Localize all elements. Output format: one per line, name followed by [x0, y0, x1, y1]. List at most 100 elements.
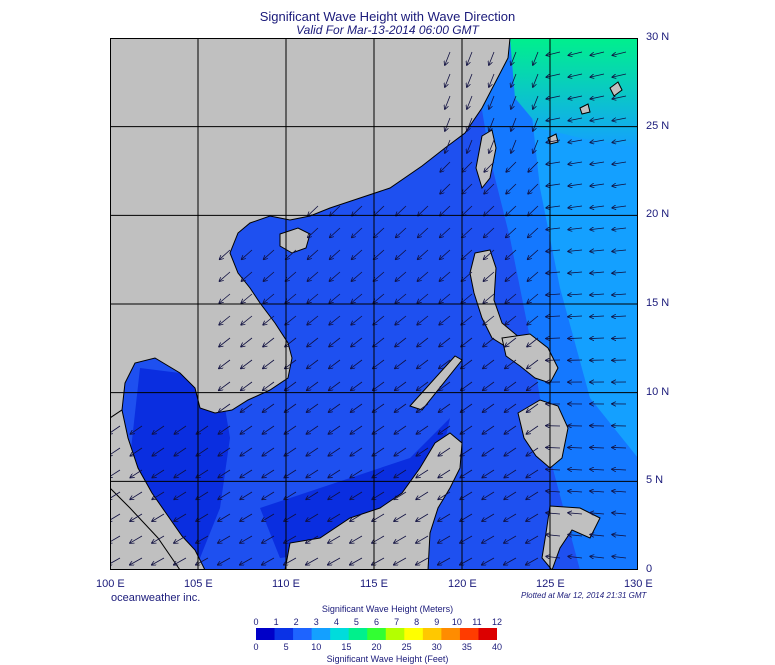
wave-arrow: [461, 403, 473, 412]
wave-arrow: [526, 513, 539, 521]
wave-arrow: [506, 227, 517, 237]
wave-arrow: [328, 513, 341, 521]
wave-arrow: [533, 117, 539, 131]
colorbar-segment: [274, 628, 294, 640]
wave-arrow: [533, 73, 539, 87]
wave-arrow: [416, 513, 429, 521]
wave-arrow: [612, 294, 627, 295]
wave-arrow: [262, 557, 275, 565]
feet-tick: 40: [491, 642, 503, 652]
wave-arrow: [351, 381, 363, 390]
wave-arrow: [568, 535, 583, 536]
wave-arrow: [417, 337, 429, 347]
wave-arrow: [489, 51, 495, 65]
wave-arrow: [462, 205, 473, 216]
wave-arrow: [568, 95, 583, 99]
wave-arrow: [590, 73, 605, 77]
wave-arrow: [130, 513, 143, 521]
wave-arrow: [373, 315, 385, 325]
feet-tick: 20: [371, 642, 382, 652]
wave-arrow: [590, 294, 605, 295]
wave-arrow: [417, 403, 429, 412]
wave-arrow: [590, 535, 605, 536]
wave-arrow: [483, 315, 495, 325]
wave-arrow: [241, 315, 253, 325]
wave-arrow: [220, 249, 231, 259]
wave-arrow: [219, 403, 231, 412]
wave-arrow: [528, 205, 539, 216]
wave-arrow: [568, 272, 583, 273]
wave-arrow: [394, 535, 407, 543]
wave-arrow: [438, 535, 451, 543]
wave-arrow: [262, 425, 275, 434]
wave-arrow: [439, 315, 451, 325]
wave-arrow: [590, 51, 605, 55]
wave-arrow: [506, 161, 517, 172]
wave-arrow: [568, 491, 583, 492]
latitude-label: 20 N: [646, 208, 670, 221]
wave-arrow: [568, 316, 583, 317]
wave-arrow: [445, 139, 451, 153]
wave-arrow: [263, 403, 275, 412]
wave-arrow: [504, 425, 517, 434]
wave-arrow: [394, 425, 407, 434]
wave-arrow: [612, 162, 627, 164]
colorbar-segment: [256, 628, 276, 640]
wave-arrow: [308, 205, 319, 216]
colorbar-segment: [311, 628, 331, 640]
wave-arrow: [482, 557, 495, 565]
wave-arrow: [262, 447, 275, 456]
wave-arrow: [590, 95, 605, 99]
wave-arrow: [152, 491, 165, 499]
wave-arrow: [546, 118, 561, 121]
wave-arrow: [329, 271, 341, 281]
wave-arrow: [526, 557, 539, 565]
wave-arrow: [130, 469, 143, 478]
wave-arrow: [328, 491, 341, 499]
feet-tick: 0: [253, 642, 259, 652]
longitude-label: 115 E: [360, 578, 388, 590]
meters-tick: 9: [434, 617, 440, 627]
wave-arrow: [240, 469, 253, 478]
wave-arrow: [306, 513, 319, 521]
wave-arrow: [568, 294, 583, 295]
wave-arrow: [568, 162, 583, 164]
wave-arrow: [439, 403, 451, 412]
wave-arrow: [263, 293, 275, 303]
wave-arrow: [350, 491, 363, 499]
wave-arrow: [568, 250, 583, 251]
wave-arrow: [263, 381, 275, 390]
wave-arrow: [350, 557, 363, 565]
wave-arrow: [285, 381, 297, 390]
wave-arrow: [526, 469, 539, 478]
wave-arrow: [418, 227, 429, 237]
wave-arrow: [612, 447, 627, 448]
wave-arrow: [439, 359, 451, 368]
wave-arrow: [394, 513, 407, 521]
wave-arrow: [527, 359, 539, 368]
meters-tick: 3: [313, 617, 319, 627]
wave-arrow: [546, 447, 561, 448]
wave-arrow: [373, 271, 385, 281]
wave-arrow: [438, 469, 451, 478]
meters-tick: 4: [333, 617, 339, 627]
credit-text: oceanweather inc.: [111, 592, 201, 604]
wave-arrow: [264, 249, 275, 259]
wave-arrow: [506, 183, 517, 194]
longitude-label: 120 E: [448, 578, 477, 590]
wave-arrow: [489, 139, 495, 153]
wave-arrow: [612, 338, 627, 339]
wave-arrow: [152, 535, 165, 543]
wave-arrow: [590, 228, 605, 230]
wave-arrow: [152, 469, 165, 478]
wave-arrow: [174, 557, 187, 565]
wave-arrow: [263, 315, 275, 325]
wave-arrow: [130, 557, 143, 565]
wave-arrow: [546, 272, 561, 273]
wave-arrow: [546, 469, 561, 470]
wave-arrow: [612, 556, 627, 558]
wave-arrow: [240, 513, 253, 521]
wave-arrow: [484, 249, 495, 259]
wave-arrow: [467, 117, 473, 131]
wave-arrow: [612, 250, 627, 251]
